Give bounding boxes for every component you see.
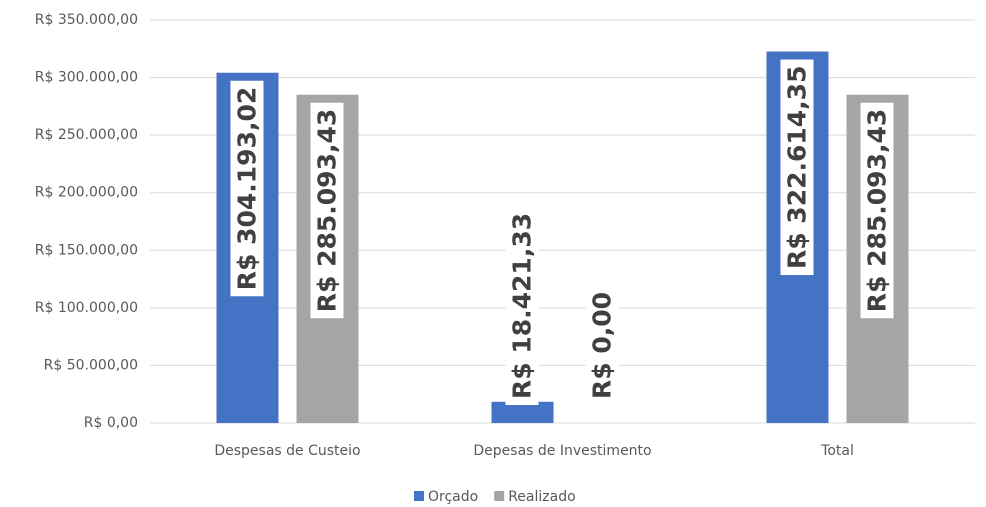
legend-label: Realizado bbox=[508, 489, 575, 505]
value-label: R$ 304.193,02 bbox=[233, 87, 262, 291]
x-tick-label: Despesas de Custeio bbox=[214, 443, 360, 459]
value-label-group: R$ 322.614,35 bbox=[780, 59, 814, 276]
value-label-group: R$ 304.193,02 bbox=[230, 80, 264, 297]
y-tick-label: R$ 300.000,00 bbox=[35, 70, 138, 86]
value-label: R$ 285.093,43 bbox=[863, 109, 892, 313]
value-label: R$ 18.421,33 bbox=[508, 213, 537, 399]
label-box bbox=[860, 102, 894, 319]
label-box bbox=[585, 285, 619, 405]
y-tick-label: R$ 100.000,00 bbox=[35, 300, 138, 316]
value-label: R$ 0,00 bbox=[588, 292, 617, 399]
y-tick-label: R$ 350.000,00 bbox=[35, 12, 138, 28]
value-label-group: R$ 18.421,33 bbox=[505, 206, 539, 405]
legend-label: Orçado bbox=[428, 489, 478, 505]
y-tick-label: R$ 150.000,00 bbox=[35, 242, 138, 258]
label-box bbox=[310, 102, 344, 319]
x-tick-label: Total bbox=[820, 443, 854, 459]
value-label: R$ 322.614,35 bbox=[783, 66, 812, 270]
y-tick-label: R$ 50.000,00 bbox=[44, 357, 138, 373]
value-label-group: R$ 285.093,43 bbox=[860, 102, 894, 319]
legend-swatch bbox=[414, 491, 424, 501]
y-tick-label: R$ 0,00 bbox=[84, 415, 138, 431]
value-label-group: R$ 285.093,43 bbox=[310, 102, 344, 319]
label-box bbox=[505, 206, 539, 405]
x-tick-label: Depesas de Investimento bbox=[473, 443, 651, 459]
legend-swatch bbox=[494, 491, 505, 501]
y-tick-label: R$ 250.000,00 bbox=[35, 127, 138, 143]
value-label: R$ 285.093,43 bbox=[313, 109, 342, 313]
bar bbox=[491, 401, 554, 423]
label-box bbox=[230, 80, 264, 297]
y-tick-label: R$ 200.000,00 bbox=[35, 185, 138, 201]
label-box bbox=[780, 59, 814, 276]
value-label-group: R$ 0,00 bbox=[585, 285, 619, 405]
